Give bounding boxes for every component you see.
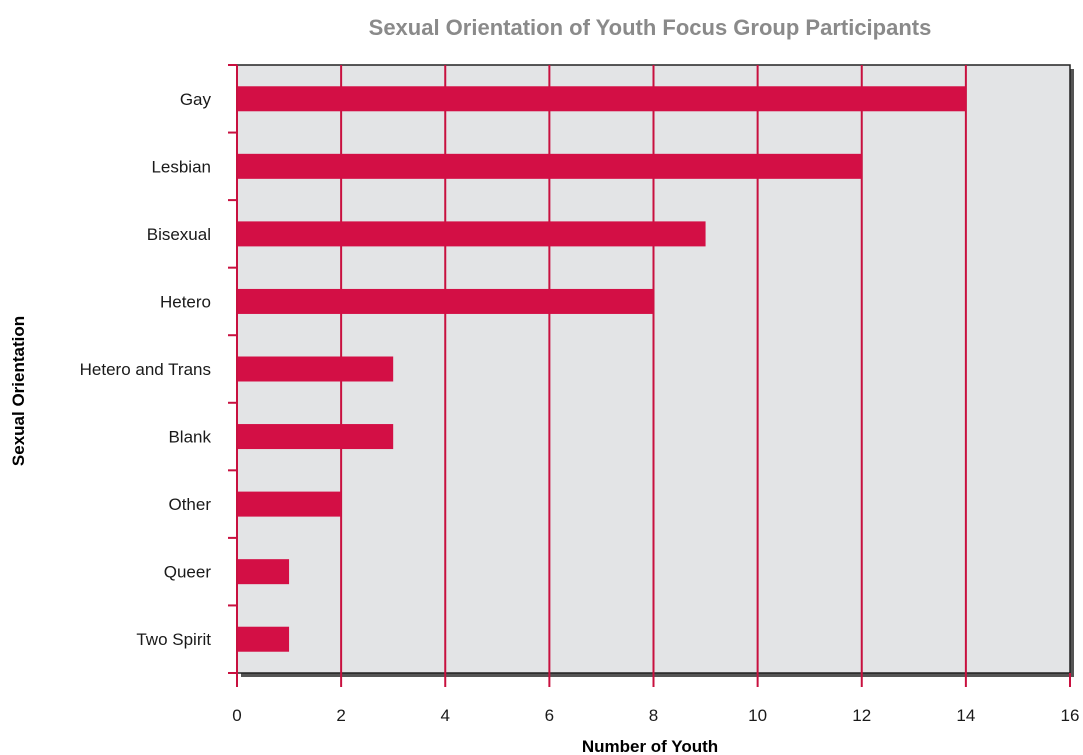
bars xyxy=(237,86,966,652)
x-tick-label: 0 xyxy=(232,706,241,725)
x-tick-label: 4 xyxy=(441,706,450,725)
category-label: Hetero and Trans xyxy=(80,360,211,379)
bar xyxy=(237,424,394,450)
x-tick-label: 14 xyxy=(956,706,975,725)
category-label: Queer xyxy=(164,563,212,582)
category-label: Bisexual xyxy=(147,225,211,244)
category-labels: Gay Lesbian Bisexual Hetero Hetero and Trans… xyxy=(80,90,212,649)
x-tick-label: 12 xyxy=(852,706,871,725)
bar xyxy=(237,153,862,179)
y-axis-title: Sexual Orientation xyxy=(9,316,28,466)
bar xyxy=(237,626,290,652)
y-axis xyxy=(228,64,238,674)
bar xyxy=(237,86,966,112)
bar xyxy=(237,288,654,314)
x-tick-label: 2 xyxy=(336,706,345,725)
x-tick-label: 10 xyxy=(748,706,767,725)
x-axis-title: Number of Youth xyxy=(582,737,718,755)
x-tick-label: 6 xyxy=(545,706,554,725)
category-label: Two Spirit xyxy=(136,630,211,649)
category-label: Lesbian xyxy=(151,157,211,176)
category-label: Gay xyxy=(180,90,212,109)
x-tick-label: 8 xyxy=(649,706,658,725)
category-label: Hetero xyxy=(160,292,211,311)
chart-title: Sexual Orientation of Youth Focus Group … xyxy=(369,15,932,40)
x-axis-ticks: 0 2 4 6 8 10 12 14 16 xyxy=(232,673,1079,725)
bar xyxy=(237,559,290,585)
bar xyxy=(237,356,394,382)
category-label: Other xyxy=(168,495,211,514)
category-label: Blank xyxy=(168,428,211,447)
x-tick-label: 16 xyxy=(1061,706,1080,725)
bar xyxy=(237,221,706,247)
bar xyxy=(237,491,342,517)
